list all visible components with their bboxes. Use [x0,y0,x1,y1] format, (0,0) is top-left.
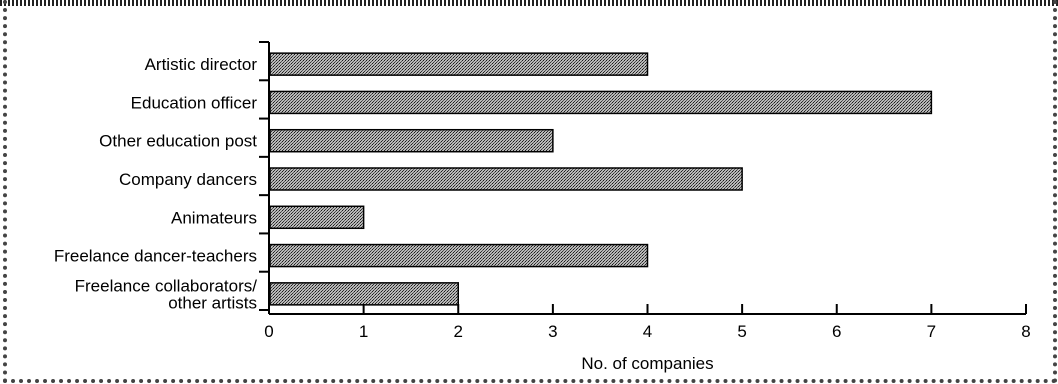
x-tick-label-1: 1 [359,322,368,341]
category-label-1: Education officer [131,93,258,112]
category-label-2: Other education post [99,132,257,151]
bar-3 [269,167,743,191]
x-tick-label-4: 4 [643,322,652,341]
labels-group: 0 1 2 3 4 5 6 7 8 Artistic director Education offi… [54,55,1031,373]
figure-frame [3,0,1057,383]
axes-group [259,41,1027,315]
x-tick-label-5: 5 [737,322,746,341]
category-label-0: Artistic director [145,55,258,74]
x-tick-label-3: 3 [548,322,557,341]
bar-5 [269,243,649,268]
bars-group [269,52,933,306]
x-tick-label-0: 0 [264,322,273,341]
bar-4 [269,205,365,230]
category-label-3: Company dancers [119,170,257,189]
top-border [0,0,1058,6]
bar-0 [269,52,649,76]
category-label-5: Freelance dancer-teachers [54,247,257,266]
category-label-4: Animateurs [171,208,257,227]
x-tick-label-2: 2 [454,322,463,341]
bar-1 [269,90,933,115]
x-tick-label-7: 7 [927,322,936,341]
x-tick-label-6: 6 [832,322,841,341]
category-label-6: Freelance collaborators/other artists [75,276,258,312]
x-axis-title: No. of companies [581,354,713,373]
bar-6 [269,282,459,306]
bar-2 [269,128,554,153]
x-tick-label-8: 8 [1021,322,1030,341]
